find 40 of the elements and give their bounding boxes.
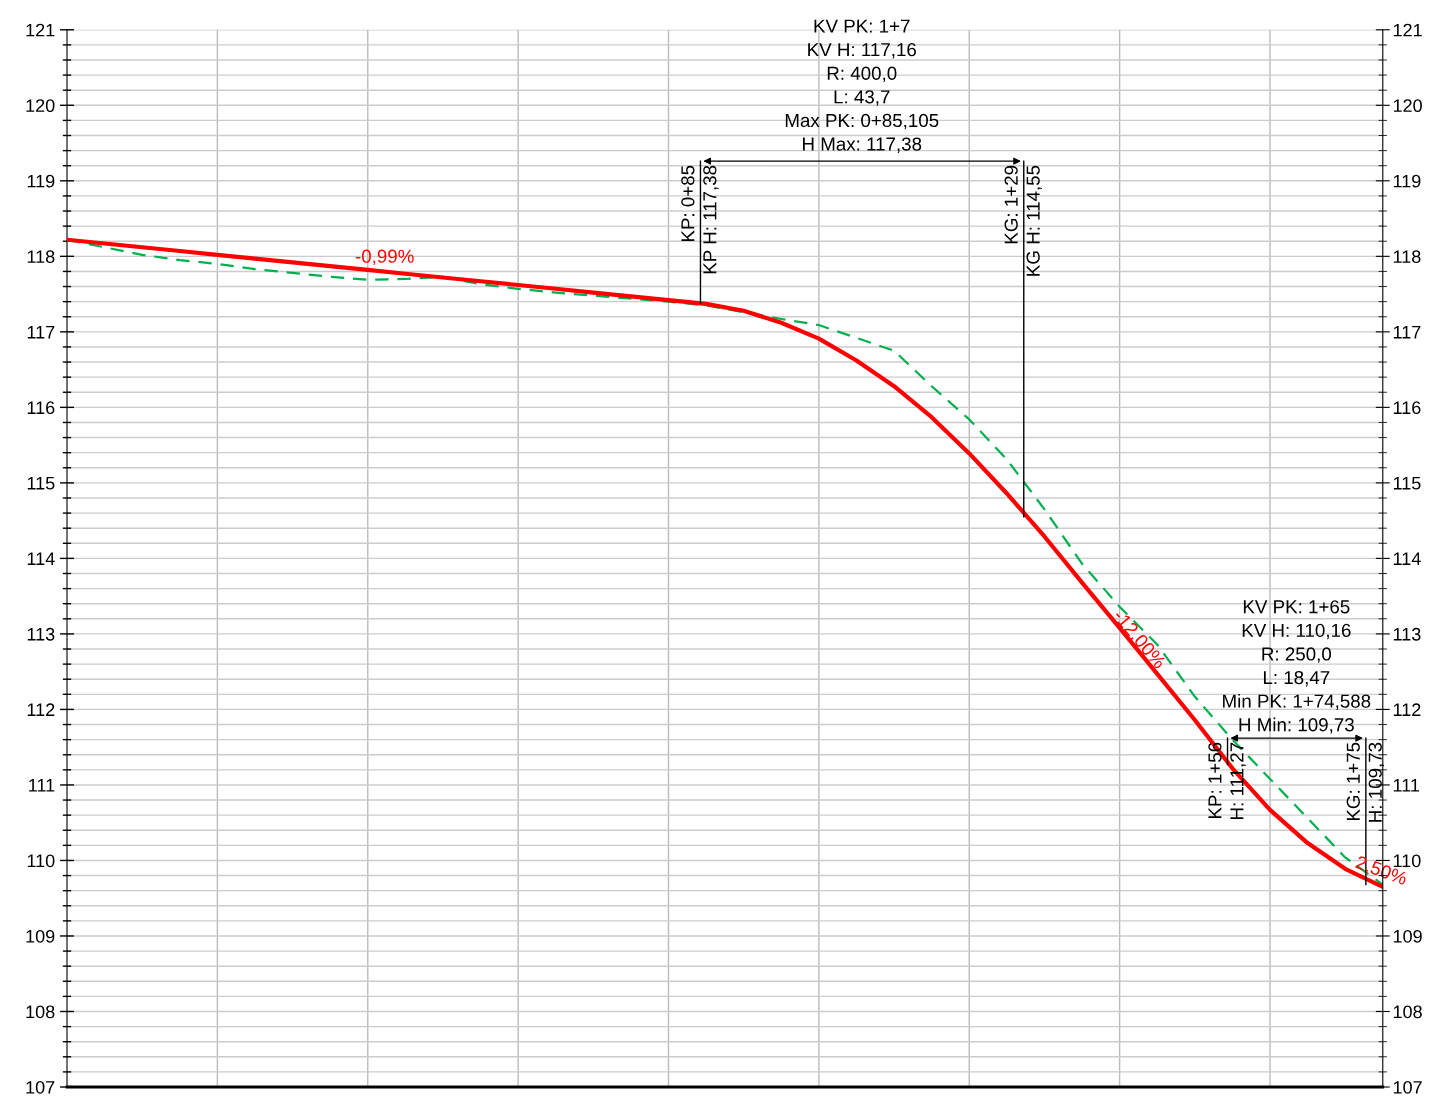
y-tick-label: 121 (26, 23, 55, 37)
annotation: -0,99% (355, 249, 414, 266)
annotation: KV PK: 1+65 KV H: 110,16 R: 250,0 L: 18,47 Min PK: 1+74,588 H Min: 109,73 (1223, 600, 1371, 734)
y2-tick-label: 109 (1393, 929, 1422, 943)
y-tick-label: 120 (26, 99, 55, 113)
y2-tick-label: 116 (1393, 401, 1421, 415)
y-tick-label: 115 (27, 477, 55, 490)
y-tick-label: 108 (26, 1005, 55, 1019)
y2-tick-label: 114 (1393, 552, 1421, 565)
y2-tick-label: 113 (1393, 627, 1421, 641)
annotation: KP H: 117,38 (703, 165, 719, 274)
annotation: KG H: 114,55 (1026, 165, 1043, 276)
y2-tick-label: 118 (1393, 250, 1421, 264)
y-tick-label: 112 (27, 703, 55, 716)
annotation: KP: 0+85 (681, 165, 695, 242)
y2-tick-label: 108 (1393, 1005, 1422, 1019)
annotation: KG: 1+75 (1346, 742, 1360, 821)
y2-tick-label: 121 (1393, 23, 1422, 37)
y-tick-label: 117 (27, 325, 55, 339)
y-tick-label: 116 (27, 401, 55, 415)
y2-tick-label: 120 (1393, 99, 1422, 113)
y-tick-label: 114 (27, 552, 55, 565)
annotation: H: 109,73 (1368, 742, 1385, 822)
y-tick-label: 118 (27, 250, 55, 264)
y-tick-label: 113 (27, 627, 55, 641)
y2-tick-label: 112 (1393, 703, 1421, 716)
y2-tick-label: 119 (1393, 174, 1421, 188)
y-tick-label: 111 (29, 779, 55, 792)
y-tick-label: 119 (27, 174, 55, 188)
y2-tick-label: 115 (1393, 477, 1421, 490)
annotation: KP: 1+56 (1208, 742, 1222, 819)
annotation: H: 111,27 (1230, 742, 1246, 819)
y2-tick-label: 111 (1393, 779, 1420, 792)
y2-tick-label: 107 (1393, 1080, 1422, 1094)
y-tick-label: 107 (26, 1080, 55, 1094)
annotation: KG: 1+29 (1004, 165, 1018, 244)
annotation: KV PK: 1+7 KV H: 117,16 R: 400,0 L: 43,7 Max PK: 0+85,105 H Max: 117,38 (785, 19, 939, 153)
y2-tick-label: 117 (1393, 325, 1421, 339)
y-tick-label: 109 (26, 929, 55, 943)
y-tick-label: 110 (27, 854, 55, 868)
